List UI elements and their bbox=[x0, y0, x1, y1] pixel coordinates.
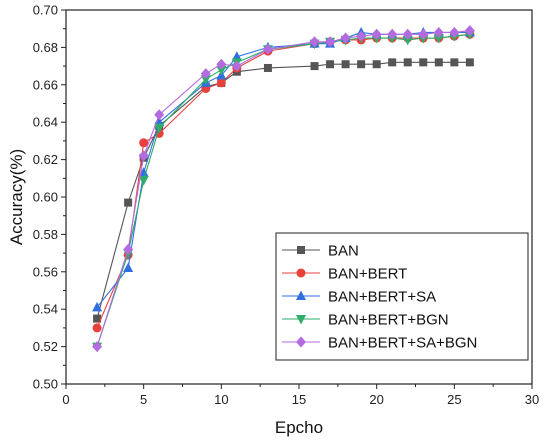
y-tick-label: 0.54 bbox=[33, 302, 58, 317]
y-tick-label: 0.68 bbox=[33, 40, 58, 55]
y-tick-label: 0.56 bbox=[33, 264, 58, 279]
legend-label: BAN+BERT+BGN bbox=[328, 312, 449, 329]
data-point bbox=[154, 109, 165, 121]
data-point bbox=[419, 58, 428, 67]
data-point bbox=[92, 341, 103, 353]
legend-item: BAN+BERT+SA+BGN bbox=[282, 335, 477, 352]
data-point bbox=[357, 60, 366, 69]
data-point bbox=[388, 58, 397, 67]
x-tick-label: 25 bbox=[447, 392, 461, 407]
legend-marker bbox=[296, 315, 306, 325]
data-point bbox=[92, 301, 103, 312]
data-point bbox=[433, 34, 444, 44]
legend-item: BAN bbox=[282, 243, 359, 260]
data-point bbox=[216, 78, 226, 88]
data-point bbox=[465, 58, 474, 67]
data-point bbox=[418, 28, 429, 40]
x-tick-label: 20 bbox=[369, 392, 383, 407]
x-tick-label: 5 bbox=[140, 392, 147, 407]
series-4 bbox=[92, 25, 475, 353]
data-point bbox=[387, 28, 398, 40]
data-point bbox=[326, 60, 335, 69]
axes-group: 0 5 10 15 20 25 30 0.50 0.52 0.54 0.56 0.58 0.60 0.62… bbox=[33, 3, 540, 408]
data-point bbox=[124, 198, 133, 207]
data-point bbox=[200, 68, 211, 80]
data-point bbox=[216, 58, 227, 70]
legend-label: BAN+BERT+SA+BGN bbox=[328, 335, 477, 352]
x-tick-label: 10 bbox=[214, 392, 228, 407]
legend-label: BAN bbox=[328, 243, 359, 260]
legend-item: BAN+BERT+BGN bbox=[282, 312, 449, 329]
data-point bbox=[341, 60, 350, 69]
data-point bbox=[325, 36, 336, 48]
data-point bbox=[216, 65, 227, 76]
x-tick-label: 30 bbox=[525, 392, 539, 407]
y-tick-label: 0.64 bbox=[33, 115, 58, 130]
data-point bbox=[263, 63, 272, 72]
data-point bbox=[200, 75, 211, 85]
y-tick-label: 0.66 bbox=[33, 77, 58, 92]
data-point bbox=[372, 60, 381, 69]
y-tick-label: 0.60 bbox=[33, 190, 58, 205]
y-tick-label: 0.52 bbox=[33, 339, 58, 354]
data-point bbox=[92, 323, 102, 333]
legend-marker bbox=[296, 336, 306, 348]
data-point bbox=[154, 123, 165, 134]
legend-marker bbox=[296, 268, 306, 278]
data-point bbox=[309, 36, 320, 48]
data-point bbox=[138, 176, 149, 186]
data-point bbox=[231, 60, 242, 72]
y-axis-title: Accuracy(%) bbox=[7, 149, 26, 245]
y-tick-label: 0.58 bbox=[33, 227, 58, 242]
x-axis-title: Epcho bbox=[275, 418, 323, 437]
legend-marker bbox=[297, 246, 305, 254]
data-point bbox=[402, 28, 413, 40]
legend: BAN BAN+BERT BAN+BERT+SA BAN+BERT+BGN BAN+BE… bbox=[275, 232, 529, 361]
legend-label: BAN+BERT+SA bbox=[328, 289, 436, 306]
data-point bbox=[138, 150, 149, 162]
data-point bbox=[93, 314, 102, 323]
legend-item: BAN+BERT+SA bbox=[282, 289, 436, 306]
data-point bbox=[449, 26, 460, 38]
series-group bbox=[92, 25, 475, 353]
data-point bbox=[433, 26, 444, 38]
y-tick-label: 0.70 bbox=[33, 3, 58, 18]
x-tick-label: 15 bbox=[292, 392, 306, 407]
data-point bbox=[123, 243, 134, 255]
data-point bbox=[310, 62, 319, 71]
data-point bbox=[139, 138, 149, 148]
data-point bbox=[434, 58, 443, 67]
data-point bbox=[356, 30, 367, 42]
data-point bbox=[138, 167, 149, 177]
x-tick-label: 0 bbox=[62, 392, 69, 407]
data-point bbox=[340, 32, 351, 44]
data-point bbox=[450, 58, 459, 67]
legend-marker bbox=[296, 290, 306, 300]
data-point bbox=[371, 28, 382, 40]
y-tick-label: 0.62 bbox=[33, 152, 58, 167]
legend-item: BAN+BERT bbox=[282, 266, 407, 283]
data-point bbox=[123, 262, 134, 273]
legend-label: BAN+BERT bbox=[328, 266, 407, 283]
data-point bbox=[403, 58, 412, 67]
y-tick-label: 0.50 bbox=[33, 377, 58, 392]
data-point bbox=[402, 35, 413, 46]
data-point bbox=[464, 25, 475, 37]
data-point bbox=[262, 43, 273, 55]
